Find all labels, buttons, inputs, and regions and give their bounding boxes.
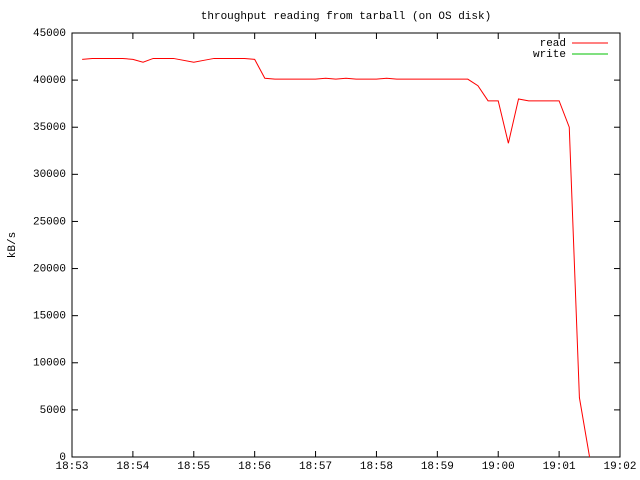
x-tick-label: 18:59 bbox=[421, 461, 454, 473]
y-tick-label: 40000 bbox=[33, 75, 66, 87]
legend-label: write bbox=[533, 49, 566, 61]
legend-label: read bbox=[540, 38, 566, 50]
y-tick-label: 5000 bbox=[40, 405, 66, 417]
plot-border bbox=[71, 32, 621, 458]
y-tick-label: 25000 bbox=[33, 216, 66, 228]
x-tick-label: 19:00 bbox=[482, 461, 515, 473]
y-axis-label: kB/s bbox=[7, 232, 19, 258]
y-tick-label: 30000 bbox=[33, 169, 66, 181]
x-tick-label: 18:58 bbox=[360, 461, 393, 473]
series-line bbox=[82, 57, 591, 458]
y-tick-label: 20000 bbox=[33, 263, 66, 275]
y-tick-label: 0 bbox=[59, 452, 66, 464]
x-tick-label: 18:55 bbox=[177, 461, 210, 473]
y-tick-label: 35000 bbox=[33, 122, 66, 134]
x-tick-label: 18:57 bbox=[299, 461, 332, 473]
y-tick-label: 45000 bbox=[33, 28, 66, 40]
chart-title: throughput reading from tarball (on OS d… bbox=[201, 11, 491, 23]
x-tick-label: 19:01 bbox=[543, 461, 576, 473]
y-tick-label: 15000 bbox=[33, 311, 66, 323]
x-tick-label: 18:56 bbox=[238, 461, 271, 473]
x-tick-label: 18:53 bbox=[55, 461, 88, 473]
x-tick-label: 19:02 bbox=[603, 461, 636, 473]
y-tick-label: 10000 bbox=[33, 358, 66, 370]
x-tick-label: 18:54 bbox=[116, 461, 149, 473]
